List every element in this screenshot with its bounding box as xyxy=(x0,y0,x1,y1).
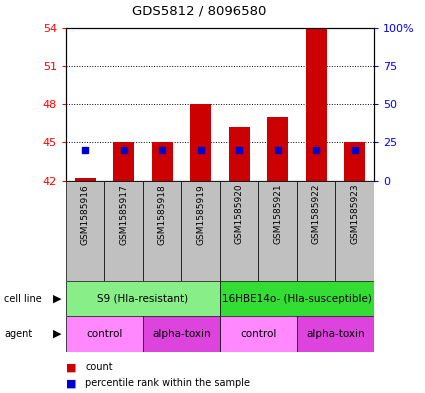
Bar xyxy=(74,178,96,181)
Bar xyxy=(267,117,288,181)
Bar xyxy=(220,281,374,316)
Text: alpha-toxin: alpha-toxin xyxy=(152,329,211,339)
Bar xyxy=(229,127,250,181)
Bar xyxy=(297,181,335,281)
Text: GSM1585922: GSM1585922 xyxy=(312,184,321,244)
Bar xyxy=(335,181,374,281)
Bar xyxy=(181,181,220,281)
Text: GSM1585917: GSM1585917 xyxy=(119,184,128,244)
Bar xyxy=(344,142,366,181)
Text: GSM1585918: GSM1585918 xyxy=(158,184,167,244)
Text: ▶: ▶ xyxy=(53,329,62,339)
Bar xyxy=(143,181,181,281)
Text: count: count xyxy=(85,362,113,373)
Text: GSM1585923: GSM1585923 xyxy=(350,184,359,244)
Text: GSM1585920: GSM1585920 xyxy=(235,184,244,244)
Text: agent: agent xyxy=(4,329,32,339)
Text: 16HBE14o- (Hla-susceptible): 16HBE14o- (Hla-susceptible) xyxy=(222,294,372,304)
Text: ▶: ▶ xyxy=(53,294,62,304)
Bar xyxy=(66,316,143,352)
Bar xyxy=(113,142,134,181)
Text: GDS5812 / 8096580: GDS5812 / 8096580 xyxy=(131,5,266,18)
Bar xyxy=(297,316,374,352)
Text: GSM1585921: GSM1585921 xyxy=(273,184,282,244)
Bar xyxy=(66,281,220,316)
Bar xyxy=(105,181,143,281)
Text: ■: ■ xyxy=(66,378,76,388)
Bar xyxy=(258,181,297,281)
Text: control: control xyxy=(86,329,122,339)
Text: alpha-toxin: alpha-toxin xyxy=(306,329,365,339)
Bar xyxy=(220,316,297,352)
Text: S9 (Hla-resistant): S9 (Hla-resistant) xyxy=(97,294,188,304)
Bar xyxy=(220,181,258,281)
Text: ■: ■ xyxy=(66,362,76,373)
Text: GSM1585916: GSM1585916 xyxy=(81,184,90,244)
Bar xyxy=(66,181,105,281)
Text: percentile rank within the sample: percentile rank within the sample xyxy=(85,378,250,388)
Bar xyxy=(143,316,220,352)
Bar xyxy=(152,142,173,181)
Text: GSM1585919: GSM1585919 xyxy=(196,184,205,244)
Text: cell line: cell line xyxy=(4,294,42,304)
Bar xyxy=(190,104,211,181)
Bar xyxy=(306,28,327,181)
Text: control: control xyxy=(240,329,277,339)
